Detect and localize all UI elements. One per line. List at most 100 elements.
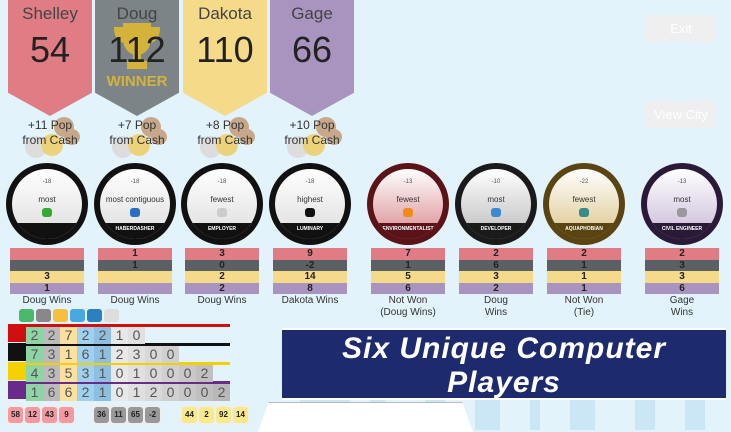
tile-icon (579, 208, 589, 217)
category-icon (53, 309, 68, 322)
grid-cell: 1 (111, 327, 128, 344)
badge-value: -13 (677, 179, 687, 185)
coins-icon (109, 115, 169, 160)
goal-scores: 9 -2 14 8 Dakota Wins (273, 248, 347, 307)
goal-score-cell: 3 (185, 248, 259, 260)
pop-from-cash: +8 Pop from Cash (197, 118, 253, 147)
category-icon (104, 309, 119, 322)
player-name: Dakota (198, 4, 252, 23)
goal-criterion: most (38, 195, 56, 204)
goal-score-cell: 9 (273, 248, 347, 260)
goal-score-cell: 2 (459, 248, 533, 260)
grid-cell: 3 (77, 365, 94, 382)
goal-score-cell: 6 (459, 259, 533, 271)
goal-scores: 7 1 5 6 Not Won (Doug Wins) (371, 248, 445, 319)
category-icon (19, 309, 34, 322)
goal-criterion: most (487, 195, 505, 204)
goal-score-cell: 2 (547, 248, 621, 260)
goal-result: Not Won (Doug Wins) (380, 295, 436, 318)
player-name: Doug (116, 4, 158, 23)
grid-cell: 1 (128, 384, 145, 401)
goal-role: AQUAPHOBIAN (549, 223, 619, 239)
goal-scores: 3 1 Doug Wins (10, 248, 84, 307)
tile-icon (305, 208, 315, 217)
player-pennant: Shelley 54 (8, 0, 92, 116)
grid-cell: 3 (43, 346, 60, 363)
goal-card[interactable]: -18 highest LUMINARY (269, 163, 351, 245)
grid-cell: 0 (145, 365, 162, 382)
player-swatch (8, 343, 26, 361)
total-chip: 12 (25, 407, 40, 423)
goal-score-cell: 3 (459, 271, 533, 283)
goal-score-cell: 6 (645, 282, 719, 294)
badge-value: -13 (403, 179, 413, 185)
goal-scores: 2 6 3 2 Doug Wins (459, 248, 533, 319)
player-score: 66 (291, 29, 333, 70)
total-chip: 11 (111, 407, 126, 423)
player-swatch (8, 381, 26, 399)
grid-cell: 7 (60, 327, 77, 344)
view-city-button[interactable]: View City (646, 101, 716, 128)
grid-cell: 3 (43, 365, 60, 382)
goal-card[interactable]: -18 fewest EMPLOYER (181, 163, 263, 245)
tile-icon (677, 208, 687, 217)
category-icon (70, 309, 85, 322)
goal-criterion: most (673, 195, 691, 204)
total-chip: 14 (233, 407, 248, 423)
goal-card[interactable]: -10 most DEVELOPER (455, 163, 537, 245)
badge-value: -18 (42, 179, 52, 185)
grid-cell: 2 (145, 384, 162, 401)
grid-cell: 5 (60, 365, 77, 382)
goal-card[interactable]: -18 most contiguous HABERDASHER (94, 163, 176, 245)
tile-icon (42, 208, 52, 217)
grid-cell: 2 (26, 327, 43, 344)
goal-result: Doug Wins (197, 295, 247, 306)
grid-cell: 3 (128, 346, 145, 363)
goal-score-cell (10, 248, 84, 260)
player-pennant: WINNER Doug 112 (95, 0, 179, 116)
tile-icon (403, 208, 413, 217)
category-icon (36, 309, 51, 322)
coins-icon (22, 115, 82, 160)
goal-result: Doug Wins (110, 295, 160, 306)
goal-result: Dakota Wins (281, 295, 339, 306)
goal-score-cell: 8 (273, 282, 347, 294)
badge-value: -18 (130, 179, 140, 185)
goal-result: Not Won (Tie) (564, 295, 604, 318)
goal-score-cell: 1 (371, 259, 445, 271)
goal-role: ENVIRONMENTALIST (373, 223, 443, 239)
goal-score-cell: 3 (10, 271, 84, 283)
player-name: Gage (291, 4, 333, 23)
goal-score-cell: 3 (645, 259, 719, 271)
tile-icon (491, 208, 501, 217)
goal-card[interactable]: -13 fewest ENVIRONMENTALIST (367, 163, 449, 245)
grid-cell: 6 (43, 384, 60, 401)
goal-scores: 2 3 3 6 Gage Wins (645, 248, 719, 319)
goal-criterion: most contiguous (105, 195, 165, 204)
coins-icon (284, 115, 344, 160)
goal-card[interactable]: -18 most (6, 163, 88, 245)
goal-result: Doug Wins (22, 295, 72, 306)
grid-cell: 1 (128, 365, 145, 382)
total-chip: -2 (145, 407, 160, 423)
grid-cell: 1 (94, 365, 111, 382)
goal-score-cell: 7 (371, 248, 445, 260)
goal-score-cell (10, 259, 84, 271)
goal-score-cell: 14 (273, 271, 347, 283)
goal-card[interactable]: -22 fewest AQUAPHOBIAN (543, 163, 625, 245)
player-swatch (8, 362, 26, 380)
player-name: Shelley (22, 4, 78, 23)
badge-value: -18 (217, 179, 227, 185)
goal-card[interactable]: -13 most CIVIL ENGINEER (641, 163, 723, 245)
winner-label: WINNER (106, 73, 168, 90)
total-chip: 58 (8, 407, 23, 423)
total-chip: 2 (199, 407, 214, 423)
exit-button[interactable]: Exit (646, 15, 716, 42)
grid-cell: 2 (94, 327, 111, 344)
grid-cell: 2 (213, 384, 230, 401)
goal-role: EMPLOYER (187, 223, 257, 239)
grid-cell: 2 (43, 327, 60, 344)
